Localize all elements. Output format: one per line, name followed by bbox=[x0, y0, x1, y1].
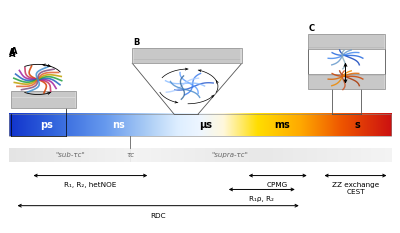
Text: ns: ns bbox=[112, 120, 125, 130]
FancyBboxPatch shape bbox=[308, 74, 385, 89]
Text: ps: ps bbox=[40, 120, 53, 130]
Text: A: A bbox=[9, 50, 15, 58]
Text: CPMG: CPMG bbox=[267, 182, 288, 188]
Text: B: B bbox=[134, 38, 140, 47]
Text: RDC: RDC bbox=[150, 213, 166, 219]
Text: "supra-τc": "supra-τc" bbox=[212, 152, 248, 158]
Text: τc: τc bbox=[126, 152, 134, 158]
Text: s: s bbox=[354, 120, 360, 130]
Text: ms: ms bbox=[274, 120, 290, 130]
Text: "sub-τc": "sub-τc" bbox=[56, 152, 85, 158]
Text: A: A bbox=[9, 48, 15, 58]
Text: μs: μs bbox=[200, 120, 212, 130]
Text: A: A bbox=[11, 47, 17, 56]
Text: R₁, R₂, hetNOE: R₁, R₂, hetNOE bbox=[64, 182, 116, 188]
Text: C: C bbox=[309, 24, 315, 33]
FancyBboxPatch shape bbox=[132, 48, 242, 63]
Text: R₁ρ, R₂: R₁ρ, R₂ bbox=[249, 196, 274, 202]
FancyBboxPatch shape bbox=[11, 91, 76, 108]
FancyBboxPatch shape bbox=[308, 34, 385, 49]
Text: ZZ exchange
CEST: ZZ exchange CEST bbox=[332, 182, 379, 195]
